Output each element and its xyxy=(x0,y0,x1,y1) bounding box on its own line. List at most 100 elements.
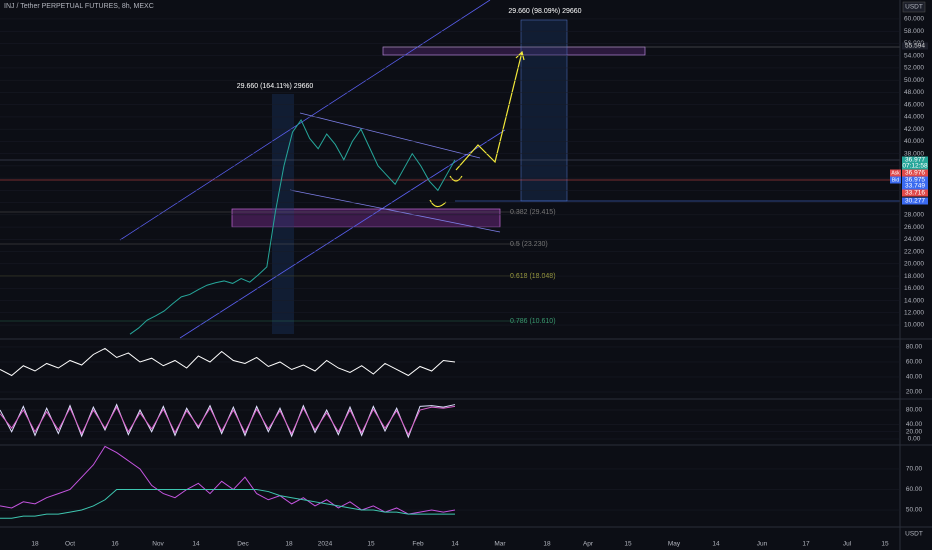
range-left xyxy=(272,94,294,334)
series-line xyxy=(0,405,456,436)
x-tick-label: 14 xyxy=(712,541,720,548)
price-tag xyxy=(890,176,901,184)
price-tag xyxy=(902,42,928,50)
price-tag xyxy=(902,189,928,197)
x-tick-label: Dec xyxy=(237,541,249,548)
fib-label: 0.5 (23.230) xyxy=(510,241,548,248)
range-label: 29.660 (164.11%) 29660 xyxy=(237,83,314,90)
y-tick-label: 22.000 xyxy=(904,248,924,255)
y-tick-label: 26.000 xyxy=(904,224,924,231)
price-tag xyxy=(902,176,928,184)
price-label: 36.976 xyxy=(905,170,925,177)
series-line xyxy=(0,489,455,519)
price-tag xyxy=(902,162,928,170)
x-tick-label: 18 xyxy=(31,541,39,548)
price-tag xyxy=(890,169,901,177)
y-tick-label: 70.00 xyxy=(906,466,923,473)
wedge-top xyxy=(299,112,481,159)
price-label: 36.977 xyxy=(905,157,925,164)
y-tick-label: 44.000 xyxy=(904,114,924,121)
y-tick-label: 80.00 xyxy=(906,344,923,351)
x-tick-label: 15 xyxy=(881,541,889,548)
price-label: 30.277 xyxy=(905,198,925,205)
y-tick-label: 20.000 xyxy=(904,261,924,268)
fib-label: 0.786 (10.610) xyxy=(510,318,556,325)
x-tick-label: 15 xyxy=(624,541,632,548)
y-tick-label: 28.000 xyxy=(904,212,924,219)
curve xyxy=(429,199,447,208)
x-tick-label: 18 xyxy=(285,541,293,548)
x-tick-label: Jun xyxy=(757,541,768,548)
y-tick-label: 10.000 xyxy=(904,322,924,329)
y-tick-label: 80.00 xyxy=(906,407,923,414)
x-tick-label: Jul xyxy=(843,541,852,548)
y-tick-label: 20.00 xyxy=(906,428,923,435)
currency-box[interactable] xyxy=(902,1,926,13)
y-tick-label: 60.00 xyxy=(906,359,923,366)
y-tick-label: 16.000 xyxy=(904,285,924,292)
fib-label: 0.382 (29.415) xyxy=(510,209,556,216)
price-label: 55.594 xyxy=(905,43,925,50)
y-tick-label: 24.000 xyxy=(904,236,924,243)
price-label: 33.749 xyxy=(905,183,925,190)
y-tick-label: 48.000 xyxy=(904,89,924,96)
y-tick-label: 40.00 xyxy=(906,374,923,381)
y-tick-label: 50.000 xyxy=(904,77,924,84)
series-line xyxy=(0,445,456,515)
y-tick-label: 60.000 xyxy=(904,16,924,23)
y-tick-label: 54.000 xyxy=(904,52,924,59)
price-tag xyxy=(902,197,928,205)
y-tick-label: 52.000 xyxy=(904,65,924,72)
projection-arrow xyxy=(515,50,525,61)
currency: USDT xyxy=(905,4,923,11)
y-tick-label: 20.00 xyxy=(906,389,923,396)
y-tick-label: 40.000 xyxy=(904,138,924,145)
x-tick-label: 17 xyxy=(802,541,810,548)
x-tick-label: 18 xyxy=(543,541,551,548)
fib-label: 0.618 (18.048) xyxy=(510,273,556,280)
y-tick-label: 12.000 xyxy=(904,310,924,317)
range-right xyxy=(520,19,568,202)
range-label: 29.660 (98.09%) 29660 xyxy=(508,8,581,15)
price-label: 36.975 xyxy=(905,177,925,184)
price-tag xyxy=(902,182,928,190)
x-tick-label: May xyxy=(668,541,681,548)
y-tick-label: 46.000 xyxy=(904,101,924,108)
y-tick-label: 50.00 xyxy=(906,507,923,514)
channel-bottom xyxy=(179,129,506,339)
curve xyxy=(449,175,463,182)
wedge-bottom xyxy=(289,189,501,233)
y-tick-label: 58.000 xyxy=(904,28,924,35)
x-tick-label: 2024 xyxy=(318,541,333,548)
x-tick-label: Apr xyxy=(583,541,594,548)
price-tag xyxy=(902,156,928,164)
price-tag xyxy=(902,169,928,177)
chart-title: INJ / Tether PERPETUAL FUTURES, 8h, MEXC xyxy=(4,3,154,10)
x-tick-label: 15 xyxy=(367,541,375,548)
x-tick-label: 16 xyxy=(111,541,119,548)
x-tick-label: 14 xyxy=(451,541,459,548)
series-line xyxy=(129,118,456,335)
y-tick-label: 40.00 xyxy=(906,421,923,428)
price-label: 07:12:58 xyxy=(902,163,928,170)
y-tick-label: 38.000 xyxy=(904,150,924,157)
currency: USDT xyxy=(905,531,923,538)
x-tick-label: Feb xyxy=(412,541,424,548)
price-label: 33.716 xyxy=(905,190,925,197)
x-tick-label: 14 xyxy=(192,541,200,548)
target-zone xyxy=(382,46,646,56)
x-tick-label: Oct xyxy=(65,541,75,548)
y-tick-label: 42.000 xyxy=(904,126,924,133)
y-tick-label: 18.000 xyxy=(904,273,924,280)
x-tick-label: Mar xyxy=(494,541,506,548)
channel-top xyxy=(119,0,491,241)
price-tag-label: Bid xyxy=(892,177,899,183)
y-tick-label: 60.00 xyxy=(906,486,923,493)
series-line xyxy=(0,347,456,377)
y-tick-label: 0.00 xyxy=(908,436,921,443)
x-tick-label: Nov xyxy=(152,541,164,548)
price-tag-label: Ask xyxy=(891,170,900,176)
